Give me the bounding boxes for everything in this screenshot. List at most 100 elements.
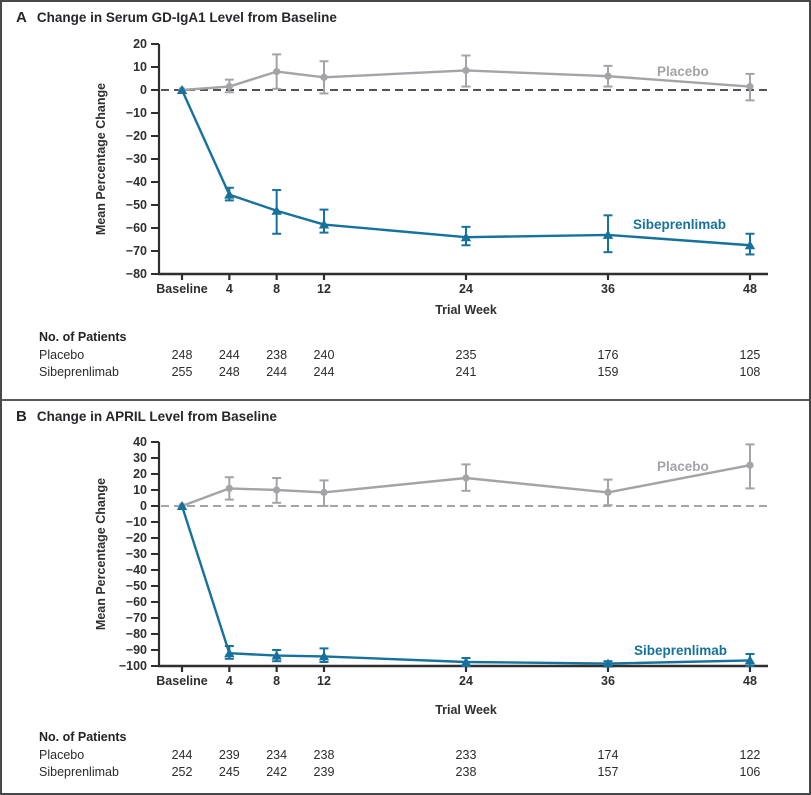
- data-point-circle: [320, 488, 328, 496]
- patients-count: 245: [218, 765, 240, 779]
- x-tick-label: 24: [459, 282, 473, 296]
- patients-count: 238: [455, 765, 477, 779]
- data-point-circle: [273, 486, 281, 494]
- data-point-triangle: [602, 658, 614, 668]
- x-tick-label: 12: [317, 282, 331, 296]
- data-point-triangle: [744, 240, 756, 250]
- y-tick-label: 0: [140, 83, 147, 97]
- data-point-triangle: [318, 219, 330, 229]
- patients-count: 248: [171, 347, 193, 362]
- patients-count: 235: [455, 347, 477, 362]
- y-tick-label: −80: [126, 627, 147, 641]
- data-point-triangle: [744, 655, 756, 665]
- y-tick-label: 40: [133, 435, 147, 449]
- x-tick-label: Baseline: [156, 674, 207, 688]
- y-tick-label: 30: [133, 451, 147, 465]
- series-placebo: [178, 443, 755, 510]
- x-tick-label: 24: [459, 674, 473, 688]
- patients-count: 239: [218, 747, 240, 762]
- x-axis-title: Trial Week: [435, 703, 497, 717]
- patients-table-header: No. of Patients: [39, 730, 127, 744]
- patients-count: 238: [266, 347, 288, 362]
- y-tick-label: −50: [126, 579, 147, 593]
- series-sibeprenlimab: [176, 501, 756, 668]
- y-tick-label: 20: [133, 467, 147, 481]
- patients-count: 240: [313, 347, 335, 362]
- panel-b-chart: 40 30 20 10 0 −10 −20 −30 −40 −50 −60 −70 −80 −90 −100…: [94, 435, 768, 717]
- panel-a: A Change in Serum GD-IgA1 Level from Base…: [2, 2, 809, 399]
- patients-count: 122: [739, 747, 761, 762]
- patients-count: 174: [597, 747, 619, 762]
- x-tick-label: 36: [601, 674, 615, 688]
- x-tick-label: 4: [226, 282, 233, 296]
- panel-divider: [2, 399, 809, 401]
- data-point-triangle: [224, 189, 235, 199]
- y-tick-label: −30: [126, 152, 147, 166]
- patients-count: 241: [455, 365, 477, 379]
- y-tick-label: −30: [126, 547, 147, 561]
- data-point-triangle: [318, 651, 330, 661]
- patients-count: 125: [739, 347, 761, 362]
- patients-row-label: Placebo: [39, 347, 85, 362]
- patients-count: 238: [313, 747, 335, 762]
- series-label-sibeprenlimab: Sibeprenlimab: [633, 217, 726, 232]
- patients-count: 252: [171, 765, 193, 779]
- patients-row-label: Sibeprenlimab: [39, 765, 119, 779]
- data-point-circle: [462, 66, 470, 75]
- x-tick-label: 4: [226, 674, 233, 688]
- data-point-circle: [746, 461, 754, 469]
- x-tick-label: 8: [273, 674, 280, 688]
- data-point-triangle: [460, 657, 472, 666]
- data-point-triangle: [271, 205, 282, 215]
- series-label-placebo: Placebo: [657, 64, 709, 79]
- y-tick-label: −50: [126, 198, 147, 212]
- y-tick-label: 10: [133, 483, 147, 497]
- patients-count: 157: [597, 765, 619, 779]
- panel-b-title-row: B Change in APRIL Level from Baseline: [16, 408, 277, 426]
- data-point-circle: [320, 73, 328, 81]
- panel-b-heading: Change in APRIL Level from Baseline: [36, 409, 277, 424]
- patients-count: 242: [266, 765, 288, 779]
- series-line: [180, 505, 751, 665]
- patients-count: 106: [739, 765, 761, 779]
- y-axis-title: Mean Percentage Change: [94, 478, 108, 630]
- data-point-triangle: [176, 85, 188, 94]
- y-tick-label: −90: [126, 643, 147, 657]
- x-tick-label: 48: [743, 282, 757, 296]
- y-tick-label: −10: [126, 515, 147, 529]
- y-tick-label: −70: [126, 244, 147, 258]
- y-tick-label: −80: [126, 267, 147, 281]
- data-point-triangle: [224, 648, 235, 658]
- patients-table-header: No. of Patients: [39, 330, 127, 344]
- data-point-triangle: [460, 232, 472, 242]
- patients-row-label: Placebo: [39, 747, 85, 762]
- patients-count: 244: [218, 347, 240, 362]
- data-point-triangle: [602, 229, 614, 239]
- series-sibeprenlimab: [176, 85, 756, 256]
- patients-count: 108: [739, 365, 761, 379]
- y-tick-label: −60: [126, 221, 147, 235]
- x-tick-label: 36: [601, 282, 615, 296]
- patients-row-label: Sibeprenlimab: [39, 365, 119, 379]
- y-tick-label: −10: [126, 106, 147, 120]
- x-tick-label: 48: [743, 674, 757, 688]
- y-tick-label: −20: [126, 531, 147, 545]
- x-tick-label: 12: [317, 674, 331, 688]
- data-point-circle: [225, 82, 233, 91]
- patients-count: 244: [171, 747, 193, 762]
- panel-b: B Change in APRIL Level from Baseline 40 3…: [2, 401, 809, 793]
- x-tick-label: 8: [273, 282, 280, 296]
- data-point-circle: [225, 484, 233, 492]
- y-tick-label: −60: [126, 595, 147, 609]
- patients-count: 233: [455, 747, 477, 762]
- data-point-triangle: [271, 650, 282, 660]
- patients-count: 248: [218, 365, 240, 379]
- patients-count: 244: [313, 365, 335, 379]
- data-point-circle: [604, 488, 612, 496]
- patients-count: 255: [171, 365, 193, 379]
- panel-a-title-row: A Change in Serum GD-IgA1 Level from Base…: [16, 9, 337, 27]
- panel-b-letter: B: [16, 408, 27, 425]
- patients-count: 234: [266, 747, 288, 762]
